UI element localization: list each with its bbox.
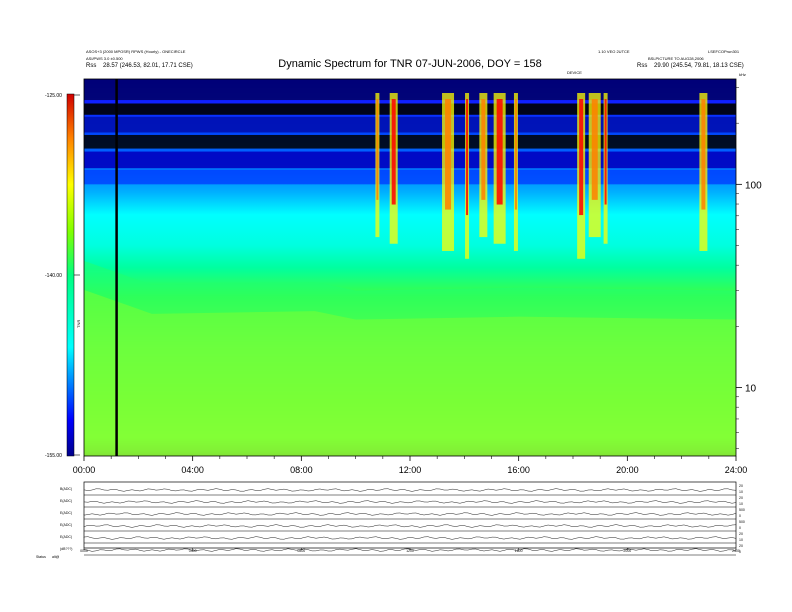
panels-frame — [83, 481, 737, 549]
panel-x-tick-label: 1200 — [406, 549, 414, 553]
panel-x-tick-label: 0400 — [189, 549, 197, 553]
panel-trace — [83, 524, 737, 528]
panel-trace — [83, 548, 737, 552]
x-axis-tick-label: 12:00 — [399, 465, 422, 475]
panel-right-tick: 0 — [739, 526, 741, 530]
header-right-line3-label: Rss — [637, 63, 648, 69]
emission-burst-core — [701, 99, 706, 210]
panel-right-tick: 0 — [739, 514, 741, 518]
panel-label: E(ADC) — [60, 499, 72, 503]
panels-footer-right: alt@ — [52, 555, 60, 559]
panel-right-tick: 10 — [739, 538, 743, 542]
spectrogram-band — [84, 169, 736, 185]
panel-label: (dB???) — [60, 547, 72, 551]
emission-burst-core — [604, 99, 607, 205]
panel-x-tick-label: 0000 — [80, 549, 88, 553]
panel-trace — [83, 500, 737, 504]
colorbar-tick-label: -125.00 — [45, 93, 62, 99]
panel-x-tick-label: 2400 — [732, 549, 740, 553]
panel-x-tick-label: 2000 — [623, 549, 631, 553]
panel-right-tick: 10 — [739, 502, 743, 506]
header-right-line3-value: 29.90 (245.54, 79.81, 18.13 CSE) — [654, 63, 744, 69]
spectrogram-band — [84, 116, 736, 133]
colorbar-gradient — [66, 93, 75, 457]
x-axis-tick-label: 08:00 — [290, 465, 313, 475]
header-left-line3-value: 28.57 (246.53, 82.01, 17.71 CSE) — [103, 63, 193, 69]
header-right-line2: BSLPICTURE TO AUG28,2006 — [648, 56, 704, 61]
colorbar: -125.00 -140.00 -155.00 TNR — [45, 93, 81, 459]
chart-title: Dynamic Spectrum for TNR 07-JUN-2006, DO… — [278, 58, 542, 70]
panel-right-tick: 20 — [739, 532, 743, 536]
emission-burst-core — [514, 99, 517, 210]
y-axis: 100 10 — [736, 87, 762, 449]
panel-label: E(ADC) — [60, 535, 72, 539]
spectrogram-band — [84, 79, 736, 101]
panel-right-tick: 20 — [739, 484, 743, 488]
x-axis-tick-label: 24:00 — [725, 465, 748, 475]
colorbar-tick-label: -155.00 — [45, 453, 62, 459]
panel-right-tick: 10 — [739, 490, 743, 494]
x-axis-tick-label: 00:00 — [73, 465, 96, 475]
panel-right-tick: 500 — [739, 508, 745, 512]
panel-label: B(ADC) — [60, 487, 72, 491]
x-axis-tick-label: 20:00 — [616, 465, 639, 475]
panels-footer-left: Status — [36, 555, 46, 559]
header-left-line2: ASI/PWS 3.0 ±0.500 — [86, 56, 123, 61]
background-emission-core — [84, 289, 736, 456]
panel-trace — [83, 488, 737, 492]
panel-right-tick: 500 — [739, 520, 745, 524]
colorbar-label: TNR — [76, 320, 81, 328]
spectrogram-band — [84, 151, 736, 169]
panel-right-tick: 20 — [739, 544, 743, 548]
header-left-line3-label: Rss — [86, 63, 97, 69]
header-mid-marker: DEVICE — [567, 70, 582, 75]
emission-burst-core — [391, 99, 396, 205]
emission-burst-core — [591, 99, 598, 200]
emission-burst-core — [376, 99, 379, 200]
x-axis-tick-label: 16:00 — [507, 465, 530, 475]
colorbar-tick-label: -140.00 — [45, 273, 62, 279]
header-left-line1: ASOS+3 (2000 MPOSR) RPWS (Hourly) - ONEC… — [86, 49, 186, 54]
header-right-line1b: LSEFCOPrun301 — [708, 49, 740, 54]
panel-label: E(ADC) — [60, 511, 72, 515]
y-axis-unit: kHz — [739, 72, 746, 77]
emission-burst-core — [466, 99, 469, 216]
x-axis: 00:00 04:00 08:00 12:00 16:00 20:00 24:00 — [73, 456, 748, 475]
panel-right-tick: 20 — [739, 496, 743, 500]
x-axis-tick-label: 04:00 — [181, 465, 204, 475]
panel-x-tick-label: 0800 — [297, 549, 305, 553]
emission-burst-core — [445, 99, 452, 210]
y-axis-tick-label: 10 — [745, 383, 757, 394]
emission-burst-core — [579, 99, 584, 216]
panel-right-tick: 0 — [739, 550, 741, 554]
y-axis-tick-label: 100 — [745, 180, 762, 191]
housekeeping-panels: B(ADC) 20 10 E(ADC) 20 10 E(ADC) 500 0 E(ADC) 500 0… — [36, 481, 745, 559]
panel-x-tick-label: 1600 — [515, 549, 523, 553]
emission-burst-core — [481, 99, 486, 200]
spectrogram-band — [84, 103, 736, 115]
emission-burst-core — [496, 99, 503, 205]
spectrogram-band — [84, 134, 736, 149]
panel-trace — [83, 536, 737, 540]
spectrogram — [84, 79, 736, 456]
header-right-line1a: 1.10 VEO 2UTCE — [598, 49, 630, 54]
panel-trace — [83, 512, 737, 516]
panel-label: E(ADC) — [60, 523, 72, 527]
